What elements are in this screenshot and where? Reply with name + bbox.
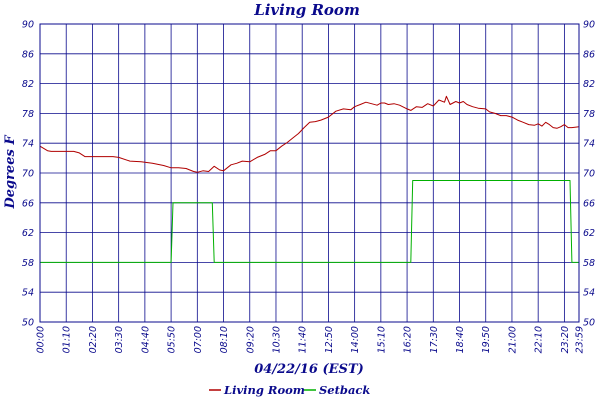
x-tick-label: 12:50 (324, 326, 335, 353)
x-tick-label: 02:20 (88, 326, 99, 353)
y-tick-label-right: 82 (583, 79, 595, 90)
x-axis-ticks: 00:00 01:10 02:20 03:30 04:40 05:50 07:00 08:10… (36, 326, 586, 353)
x-tick-label: 04:40 (140, 326, 151, 353)
setback-series (40, 180, 579, 263)
y-tick-label-left: 82 (22, 79, 34, 90)
grid-lines (40, 24, 579, 322)
x-tick-label: 21:00 (507, 326, 518, 353)
x-tick-label: 19:50 (481, 326, 492, 353)
y-tick-label-left: 86 (22, 49, 34, 60)
y-tick-label-left: 54 (22, 288, 34, 299)
x-tick-label: 01:10 (62, 326, 73, 353)
x-tick-label: 00:00 (36, 326, 47, 353)
x-tick-label: 09:20 (245, 326, 256, 353)
x-tick-label: 15:10 (376, 326, 387, 353)
y-tick-label-left: 78 (22, 109, 34, 120)
y-tick-label-left: 66 (22, 198, 34, 209)
x-tick-label: 23:59 (575, 326, 586, 353)
x-tick-label: 18:40 (455, 326, 466, 353)
x-tick-label: 22:10 (534, 326, 545, 353)
x-tick-label: 08:10 (219, 326, 230, 353)
legend-label-living-room: Living Room (223, 383, 305, 397)
y-tick-label-right: 58 (583, 258, 595, 269)
living-room-series (39, 95, 580, 173)
x-tick-label: 23:20 (560, 326, 571, 353)
y-tick-label-right: 70 (583, 169, 595, 180)
y-axis-right-ticks: 50 54 58 62 66 70 74 78 82 86 90 (583, 20, 595, 329)
y-tick-label-right: 66 (583, 198, 595, 209)
legend-label-setback: Setback (319, 383, 370, 397)
y-tick-label-right: 90 (583, 20, 595, 31)
y-tick-label-left: 70 (22, 169, 34, 180)
y-tick-label-right: 50 (583, 318, 595, 329)
x-tick-label: 07:00 (193, 326, 204, 353)
y-tick-label-left: 62 (22, 228, 34, 239)
setback-line (40, 180, 579, 263)
x-tick-label: 03:30 (114, 326, 125, 353)
y-axis-title: Degrees F (3, 135, 18, 210)
y-tick-label-right: 54 (583, 288, 595, 299)
chart-title: Living Room (253, 1, 360, 19)
y-tick-label-right: 62 (583, 228, 595, 239)
y-tick-label-right: 86 (583, 49, 595, 60)
x-tick-label: 14:00 (350, 326, 361, 353)
y-axis-left-ticks: 50 54 58 62 66 70 74 78 82 86 90 (22, 20, 34, 329)
y-tick-label-right: 74 (583, 139, 595, 150)
y-tick-label-left: 90 (22, 20, 34, 31)
x-tick-label: 05:50 (167, 326, 178, 353)
x-tick-label: 10:30 (271, 326, 282, 353)
legend: Living Room Setback (209, 383, 370, 397)
y-tick-label-right: 78 (583, 109, 595, 120)
y-tick-label-left: 58 (22, 258, 34, 269)
y-tick-label-left: 74 (22, 139, 34, 150)
living-room-line (39, 95, 580, 173)
x-tick-label: 16:20 (403, 326, 414, 353)
x-tick-label: 11:40 (298, 326, 309, 353)
plot-frame (39, 23, 580, 323)
y-tick-label-left: 50 (22, 318, 34, 329)
x-tick-label: 17:30 (429, 326, 440, 353)
x-axis-title: 04/22/16 (EST) (254, 362, 364, 377)
